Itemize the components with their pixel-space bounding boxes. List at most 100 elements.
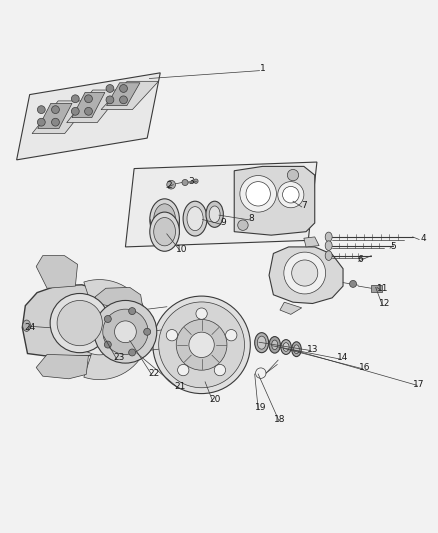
Circle shape xyxy=(153,296,251,393)
Ellipse shape xyxy=(293,345,299,353)
Polygon shape xyxy=(234,166,315,235)
Circle shape xyxy=(189,332,214,358)
Circle shape xyxy=(144,328,151,335)
Circle shape xyxy=(85,95,92,103)
Ellipse shape xyxy=(154,204,176,235)
Text: 6: 6 xyxy=(357,255,364,264)
Circle shape xyxy=(71,107,79,115)
Polygon shape xyxy=(38,103,72,128)
Text: 11: 11 xyxy=(376,284,388,293)
Text: 2: 2 xyxy=(166,181,172,190)
Circle shape xyxy=(71,95,79,103)
Circle shape xyxy=(120,96,127,104)
Ellipse shape xyxy=(325,251,332,261)
Text: 18: 18 xyxy=(274,415,286,424)
Polygon shape xyxy=(36,354,88,379)
Circle shape xyxy=(37,106,45,114)
Text: 10: 10 xyxy=(176,245,188,254)
Text: 4: 4 xyxy=(421,233,426,243)
Circle shape xyxy=(278,182,304,208)
Circle shape xyxy=(85,107,92,115)
Circle shape xyxy=(292,260,318,286)
Circle shape xyxy=(287,169,299,181)
Circle shape xyxy=(104,316,111,322)
Text: 21: 21 xyxy=(174,382,186,391)
Text: 19: 19 xyxy=(254,403,266,413)
Ellipse shape xyxy=(150,199,180,240)
Polygon shape xyxy=(95,287,143,317)
Polygon shape xyxy=(101,82,159,110)
Ellipse shape xyxy=(154,217,176,246)
Polygon shape xyxy=(84,280,149,379)
Ellipse shape xyxy=(281,340,291,354)
Circle shape xyxy=(177,365,189,376)
Circle shape xyxy=(194,179,198,183)
Text: 17: 17 xyxy=(413,379,425,389)
Circle shape xyxy=(37,118,45,126)
Text: 9: 9 xyxy=(220,219,226,228)
Circle shape xyxy=(176,319,227,370)
Polygon shape xyxy=(280,302,302,314)
Ellipse shape xyxy=(292,342,301,357)
Circle shape xyxy=(52,106,60,114)
Polygon shape xyxy=(371,285,382,292)
Circle shape xyxy=(50,294,110,353)
Polygon shape xyxy=(32,101,91,134)
Circle shape xyxy=(167,180,176,189)
Circle shape xyxy=(129,308,136,314)
Polygon shape xyxy=(67,90,123,123)
Text: 16: 16 xyxy=(359,363,371,372)
Ellipse shape xyxy=(206,201,223,228)
Circle shape xyxy=(246,182,270,206)
Text: 7: 7 xyxy=(301,201,307,210)
Polygon shape xyxy=(106,83,140,106)
Circle shape xyxy=(94,301,157,363)
Ellipse shape xyxy=(257,336,266,349)
Circle shape xyxy=(226,329,237,341)
Circle shape xyxy=(350,280,357,287)
Circle shape xyxy=(283,187,299,203)
Ellipse shape xyxy=(23,320,31,332)
Polygon shape xyxy=(36,256,78,288)
Ellipse shape xyxy=(209,206,220,223)
Text: 13: 13 xyxy=(307,345,318,354)
Circle shape xyxy=(196,308,207,319)
Text: 12: 12 xyxy=(379,299,390,308)
Text: 14: 14 xyxy=(337,353,349,362)
Ellipse shape xyxy=(254,333,268,353)
Circle shape xyxy=(57,301,102,346)
Text: 5: 5 xyxy=(390,243,396,252)
Text: 23: 23 xyxy=(113,353,124,362)
Circle shape xyxy=(166,329,177,341)
Ellipse shape xyxy=(283,343,289,351)
Text: 20: 20 xyxy=(209,395,220,403)
Ellipse shape xyxy=(187,207,203,231)
Circle shape xyxy=(214,365,226,376)
Circle shape xyxy=(182,180,188,185)
Polygon shape xyxy=(17,73,160,160)
Text: 8: 8 xyxy=(249,214,254,223)
Circle shape xyxy=(240,175,276,212)
Ellipse shape xyxy=(150,212,180,251)
Circle shape xyxy=(103,309,148,354)
Polygon shape xyxy=(22,285,134,357)
Text: 1: 1 xyxy=(260,64,265,73)
Ellipse shape xyxy=(325,241,332,251)
Ellipse shape xyxy=(272,340,278,350)
Circle shape xyxy=(238,220,248,230)
Ellipse shape xyxy=(269,336,280,353)
Polygon shape xyxy=(269,247,343,303)
Circle shape xyxy=(129,349,136,356)
Circle shape xyxy=(104,341,111,348)
Text: 3: 3 xyxy=(188,177,194,186)
Text: 22: 22 xyxy=(148,369,159,377)
Circle shape xyxy=(74,304,124,355)
Circle shape xyxy=(115,321,136,343)
Text: 24: 24 xyxy=(24,323,35,332)
Circle shape xyxy=(284,252,325,294)
Polygon shape xyxy=(72,92,105,118)
Ellipse shape xyxy=(325,232,332,241)
Circle shape xyxy=(106,85,114,92)
Ellipse shape xyxy=(183,201,207,236)
Circle shape xyxy=(159,302,244,387)
